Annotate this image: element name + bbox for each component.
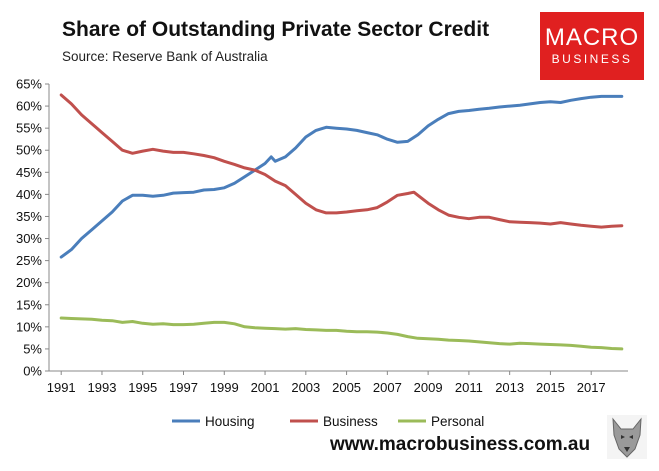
x-tick-label: 1991 — [47, 380, 76, 395]
macrobusiness-logo: MACRO BUSINESS — [540, 12, 644, 80]
y-tick-label: 10% — [16, 319, 42, 334]
chart-axes: 0% 5% 10% 15% 20% 25% 30% 35% 40% 45% 50% 55% 60% 65%… — [16, 77, 628, 395]
x-tick-label: 2007 — [373, 380, 402, 395]
x-tick-label: 2011 — [455, 380, 483, 395]
y-tick-label: 65% — [16, 77, 42, 92]
y-tick-label: 0% — [23, 364, 42, 379]
x-tick-label: 2013 — [495, 380, 524, 395]
y-tick-label: 45% — [16, 165, 42, 180]
y-tick-label: 25% — [16, 253, 42, 268]
website-url: www.macrobusiness.com.au — [330, 434, 591, 455]
y-tick-label: 50% — [16, 143, 42, 158]
x-tick-label: 1995 — [128, 380, 157, 395]
y-tick-label: 35% — [16, 209, 42, 224]
logo-line-2: BUSINESS — [551, 52, 633, 66]
series-line-housing — [59, 94, 624, 259]
y-tick-label: 40% — [16, 187, 42, 202]
legend-label-personal: Personal — [431, 414, 484, 429]
legend-label-housing: Housing — [205, 414, 255, 429]
y-tick-label: 5% — [23, 341, 42, 356]
x-tick-label: 2015 — [536, 380, 565, 395]
y-tick-label: 55% — [16, 121, 42, 136]
x-tick-label: 2005 — [332, 380, 361, 395]
x-tick-label: 1997 — [169, 380, 198, 395]
legend-label-business: Business — [323, 414, 378, 429]
x-tick-label: 2009 — [414, 380, 443, 395]
y-tick-label: 15% — [16, 297, 42, 312]
chart-title: Share of Outstanding Private Sector Cred… — [62, 18, 490, 41]
x-tick-label: 2017 — [577, 380, 606, 395]
line-chart: 0% 5% 10% 15% 20% 25% 30% 35% 40% 45% 50% 55% 60% 65%… — [16, 77, 628, 429]
series-line-business — [59, 93, 624, 229]
wolf-icon — [607, 415, 647, 459]
x-tick-label: 1999 — [210, 380, 239, 395]
logo-line-1: MACRO — [544, 24, 640, 51]
chart-source: Source: Reserve Bank of Australia — [62, 49, 268, 64]
y-tick-label: 20% — [16, 275, 42, 290]
series-layer — [59, 93, 624, 351]
x-tick-label: 1993 — [88, 380, 117, 395]
x-tick-label: 2003 — [291, 380, 320, 395]
x-tick-label: 2001 — [251, 380, 280, 395]
y-tick-label: 30% — [16, 231, 42, 246]
y-tick-label: 60% — [16, 99, 42, 114]
series-line-personal — [59, 316, 624, 351]
chart-legend: Housing Business Personal — [172, 414, 484, 429]
